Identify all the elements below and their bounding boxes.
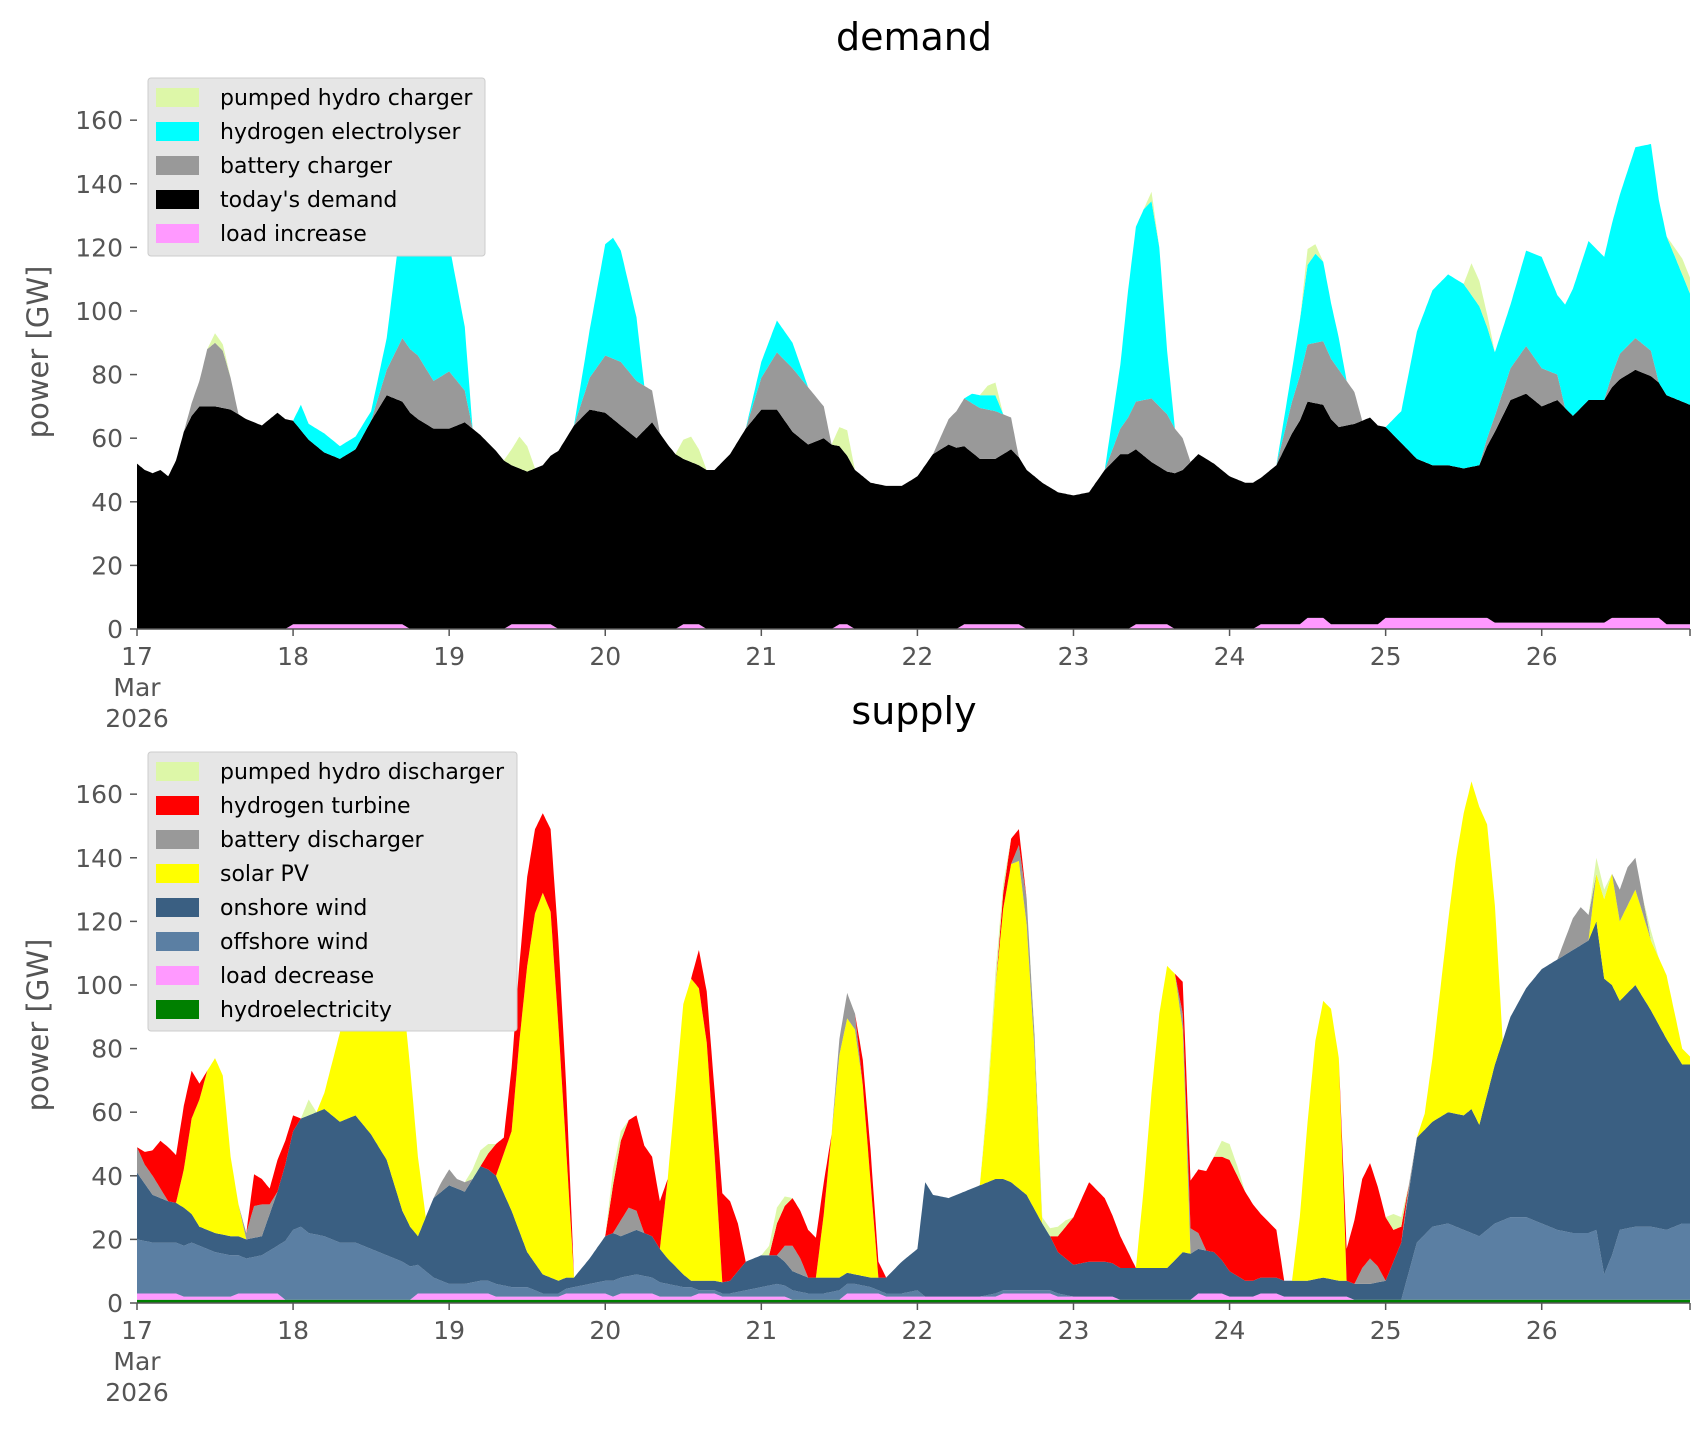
supply-x-tick-label: 19 — [433, 1316, 465, 1345]
demand-x-tick-label: 19 — [433, 642, 465, 671]
demand-legend-swatch-battery-charger — [156, 156, 199, 175]
supply-legend-swatch-hydroelectricity — [156, 1000, 199, 1019]
supply-legend-swatch-solar-pv — [156, 864, 199, 883]
demand-y-tick-label: 100 — [75, 297, 123, 326]
supply-y-axis: 0 20 40 60 80 100 120 140 160 — [75, 780, 137, 1318]
supply-legend-swatch-load-decrease — [156, 966, 199, 985]
demand-legend-swatch-hydrogen-electrolyser — [156, 122, 199, 141]
supply-legend-swatch-onshore-wind — [156, 898, 199, 917]
demand-y-axis-label: power [GW] — [21, 266, 55, 439]
demand-x-tick-label: 25 — [1370, 642, 1402, 671]
demand-y-tick-label: 120 — [75, 233, 123, 262]
demand-x-tick-label: 18 — [277, 642, 309, 671]
supply-y-tick-label: 140 — [75, 844, 123, 873]
demand-series-areas — [137, 144, 1690, 629]
demand-x-tick-label: 24 — [1214, 642, 1246, 671]
supply-y-axis-label: power [GW] — [21, 939, 55, 1112]
demand-chart-title: demand — [836, 15, 992, 59]
supply-legend-swatch-hydrogen-turbine — [156, 796, 199, 815]
demand-y-tick-label: 140 — [75, 170, 123, 199]
supply-legend: pumped hydro discharger hydrogen turbine b… — [147, 751, 518, 1032]
supply-y-tick-label: 160 — [75, 780, 123, 809]
supply-x-tick-label-extra: Mar — [113, 1347, 161, 1376]
supply-y-tick-label: 100 — [75, 971, 123, 1000]
supply-legend-label-pumped-hydro-discharger: pumped hydro discharger — [220, 760, 505, 785]
demand-y-tick-label: 160 — [75, 106, 123, 135]
demand-area-today-s-demand — [137, 369, 1690, 629]
supply-legend-swatch-battery-discharger — [156, 830, 199, 849]
supply-y-tick-label: 40 — [91, 1162, 123, 1191]
supply-legend-label-hydrogen-turbine: hydrogen turbine — [220, 794, 411, 819]
supply-x-tick-label: 21 — [745, 1316, 777, 1345]
demand-y-axis: 0 20 40 60 80 100 120 140 160 — [75, 106, 137, 644]
supply-y-tick-label: 80 — [91, 1035, 123, 1064]
demand-legend-swatch-today-s-demand — [156, 190, 199, 209]
demand-x-tick-label: 20 — [589, 642, 621, 671]
supply-x-tick-label: 22 — [901, 1316, 933, 1345]
supply-x-tick-label: 18 — [277, 1316, 309, 1345]
demand-x-tick-label-extra: 2026 — [105, 704, 169, 733]
supply-x-tick-label: 20 — [589, 1316, 621, 1345]
supply-area-solar-pv — [137, 765, 1690, 1284]
demand-x-tick-label: 23 — [1058, 642, 1090, 671]
demand-legend-label-battery-charger: battery charger — [220, 154, 393, 179]
demand-y-tick-label: 80 — [91, 361, 123, 390]
demand-y-tick-label: 20 — [91, 551, 123, 580]
supply-legend-box — [147, 751, 518, 1032]
supply-chart-title: supply — [851, 689, 976, 733]
supply-y-tick-label: 20 — [91, 1225, 123, 1254]
supply-x-tick-label: 26 — [1526, 1316, 1558, 1345]
supply-x-tick-label: 25 — [1370, 1316, 1402, 1345]
supply-series-areas — [137, 765, 1690, 1303]
demand-area-load-increase — [137, 617, 1690, 629]
demand-legend-box — [147, 77, 486, 257]
supply-legend-label-load-decrease: load decrease — [220, 964, 374, 989]
supply-area-load-decrease — [137, 1293, 1690, 1300]
supply-x-tick-label-extra: 2026 — [105, 1378, 169, 1407]
supply-x-tick-label: 23 — [1058, 1316, 1090, 1345]
demand-area-battery-charger — [137, 338, 1690, 496]
supply-x-tick-label: 24 — [1214, 1316, 1246, 1345]
supply-y-tick-label: 60 — [91, 1098, 123, 1127]
demand-legend-label-load-increase: load increase — [220, 222, 367, 247]
demand-y-tick-label: 60 — [91, 424, 123, 453]
demand-legend-label-pumped-hydro-charger: pumped hydro charger — [220, 86, 473, 111]
supply-area-offshore-wind — [137, 1217, 1690, 1300]
demand-x-tick-label: 21 — [745, 642, 777, 671]
supply-y-tick-label: 0 — [107, 1289, 123, 1318]
demand-legend-label-hydrogen-electrolyser: hydrogen electrolyser — [220, 120, 461, 145]
demand-legend-label-today-s-demand: today's demand — [220, 188, 397, 213]
supply-legend-swatch-pumped-hydro-discharger — [156, 762, 199, 781]
supply-y-tick-label: 120 — [75, 907, 123, 936]
demand-area-hydrogen-electrolyser — [137, 144, 1690, 496]
demand-x-tick-label-extra: Mar — [113, 673, 161, 702]
demand-legend: pumped hydro charger hydrogen electrolyse… — [147, 77, 486, 257]
supply-legend-label-offshore-wind: offshore wind — [220, 930, 369, 955]
supply-legend-label-battery-discharger: battery discharger — [220, 828, 425, 853]
demand-y-tick-label: 0 — [107, 615, 123, 644]
demand-y-tick-label: 40 — [91, 488, 123, 517]
supply-x-tick-label: 17 — [121, 1316, 153, 1345]
demand-legend-swatch-pumped-hydro-charger — [156, 88, 199, 107]
demand-x-tick-label: 17 — [121, 642, 153, 671]
supply-legend-label-hydroelectricity: hydroelectricity — [220, 998, 392, 1023]
supply-legend-label-solar-pv: solar PV — [220, 862, 309, 887]
demand-legend-swatch-load-increase — [156, 224, 199, 243]
demand-x-tick-label: 26 — [1526, 642, 1558, 671]
supply-legend-label-onshore-wind: onshore wind — [220, 896, 367, 921]
supply-area-hydroelectricity — [137, 1299, 1690, 1303]
demand-x-tick-label: 22 — [901, 642, 933, 671]
supply-legend-swatch-offshore-wind — [156, 932, 199, 951]
